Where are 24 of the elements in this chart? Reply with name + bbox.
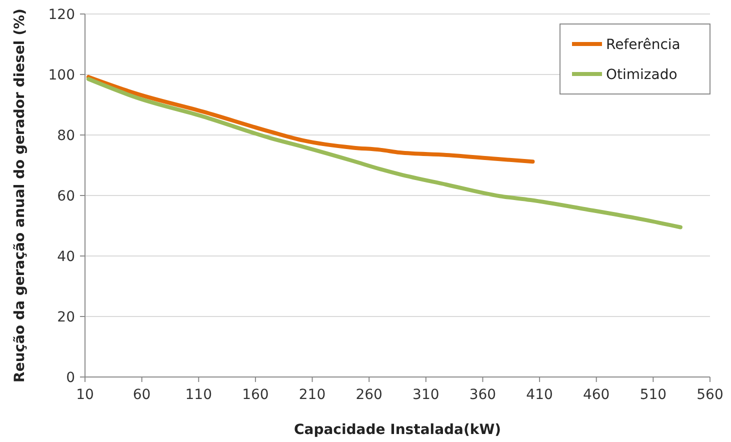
y-tick-label: 120 (48, 6, 75, 23)
line-series (86, 74, 535, 164)
y-tick-label: 100 (48, 67, 75, 84)
legend-label: Otimizado (606, 66, 678, 83)
x-tick-label: 410 (526, 387, 553, 403)
x-tick-label: 10 (76, 387, 94, 403)
x-tick-label: 160 (242, 387, 269, 403)
x-tick-label: 310 (412, 387, 440, 403)
x-tick-label: 110 (185, 387, 212, 403)
x-tick-label: 460 (582, 387, 610, 403)
legend-label: Referência (606, 36, 680, 53)
x-tick-label: 60 (132, 387, 151, 403)
x-axis-title: Capacidade Instalada(kW) (294, 422, 502, 438)
x-tick-label: 260 (356, 387, 382, 403)
y-tick-label: 0 (66, 370, 75, 386)
x-tick-label: 510 (640, 387, 667, 403)
x-tick-label: 210 (298, 387, 326, 403)
y-tick-label: 40 (57, 248, 75, 265)
y-tick-label: 80 (57, 128, 75, 144)
y-tick-label: 60 (57, 188, 75, 204)
y-axis-title: Reução da geração anual do gerador diesel (%) (12, 8, 28, 382)
x-tick-label: 360 (469, 387, 496, 403)
x-tick-label: 560 (696, 387, 724, 403)
y-tick-label: 20 (57, 309, 75, 326)
